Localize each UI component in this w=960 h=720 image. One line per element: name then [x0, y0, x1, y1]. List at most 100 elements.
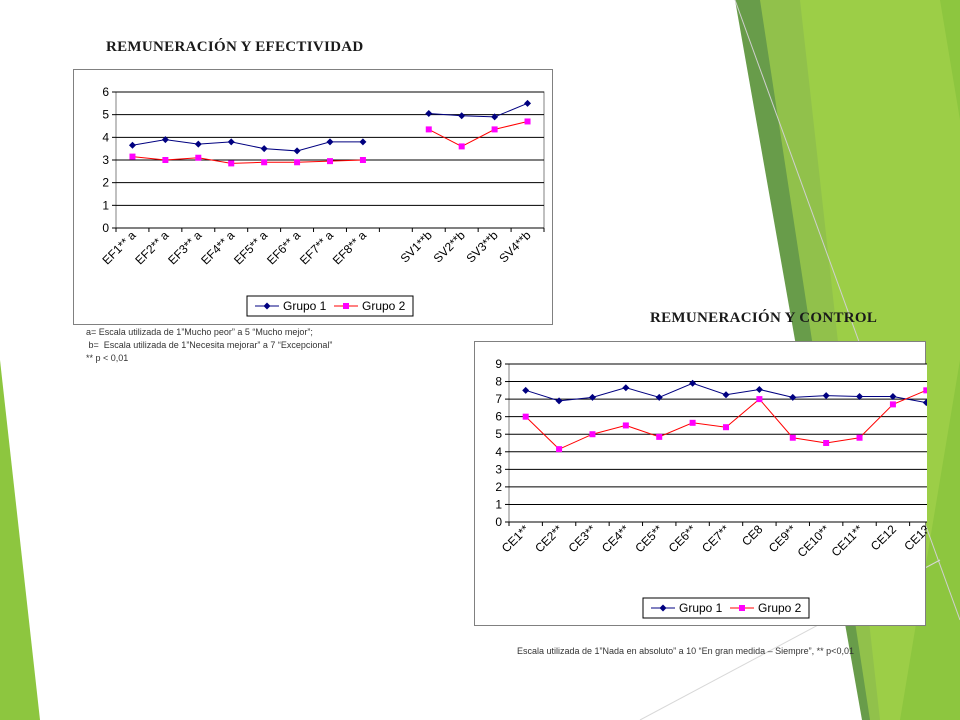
data-point-grupo-2 — [923, 387, 927, 394]
data-point-grupo-2 — [195, 154, 202, 161]
x-category-label: EF3** a — [165, 228, 204, 267]
x-category-label: CE3** — [566, 522, 599, 555]
data-point-grupo-1 — [722, 391, 730, 399]
data-point-grupo-2 — [327, 158, 333, 165]
data-point-grupo-2 — [359, 157, 366, 163]
series-line-1 — [428, 102, 528, 118]
data-point-grupo-2 — [589, 431, 596, 438]
note-left-line-2: b= Escala utilizada de 1”Necesita mejora… — [86, 340, 333, 350]
x-category-label: SV1**b — [398, 228, 435, 265]
y-tick-label: 4 — [102, 130, 109, 144]
legend-label-grupo-1: Grupo 1 — [679, 601, 723, 615]
x-category-label: EF6** a — [264, 228, 303, 267]
data-point-grupo-2 — [556, 446, 563, 453]
y-tick-label: 6 — [495, 410, 502, 424]
title-remuneracion-efectividad: REMUNERACIÓN Y EFECTIVIDAD — [106, 39, 364, 55]
y-tick-label: 4 — [495, 445, 502, 459]
x-category-label: CE6** — [666, 522, 699, 555]
data-point-grupo-1 — [555, 397, 563, 405]
legend-label-grupo-2: Grupo 2 — [758, 601, 802, 615]
x-category-label: CE11** — [829, 522, 866, 559]
chart-control: 0 1 2 3 4 5 6 7 8 9 CE1** CE2** CE3** CE4** CE5** CE6**… — [474, 341, 927, 626]
data-point-grupo-1 — [161, 136, 169, 144]
data-point-grupo-2 — [856, 434, 863, 441]
data-point-grupo-2 — [889, 401, 896, 408]
data-point-grupo-1 — [588, 393, 596, 401]
series-line-1 — [132, 139, 363, 152]
data-point-grupo-2 — [261, 159, 268, 166]
data-point-grupo-1 — [194, 140, 202, 148]
data-point-grupo-1 — [491, 113, 499, 121]
data-point-grupo-1 — [260, 145, 268, 153]
x-category-label: CE1** — [499, 522, 532, 555]
data-point-grupo-2 — [622, 422, 629, 429]
x-category-label: CE2** — [532, 522, 565, 555]
note-left-line-1: a= Escala utilizada de 1”Mucho peor” a 5… — [86, 327, 313, 337]
data-point-grupo-1 — [326, 138, 334, 146]
series-line-2 — [428, 120, 528, 147]
x-category-label: SV2**b — [431, 228, 468, 265]
note-left: a= Escala utilizada de 1”Mucho peor” a 5… — [86, 326, 332, 365]
data-point-grupo-2 — [756, 396, 763, 403]
y-tick-label: 6 — [102, 85, 109, 99]
x-category-label: CE4** — [599, 522, 632, 555]
y-tick-label: 3 — [102, 153, 109, 167]
legend-label-grupo-1: Grupo 1 — [283, 299, 327, 313]
y-tick-label: 1 — [102, 198, 109, 212]
x-category-label: EF5** a — [231, 228, 270, 267]
legend-box — [246, 295, 414, 317]
x-category-label: EF2** a — [132, 228, 171, 267]
data-point-grupo-2 — [823, 440, 830, 446]
data-point-grupo-1 — [689, 379, 697, 387]
title-remuneracion-control: REMUNERACIÓN Y CONTROL — [650, 310, 878, 326]
chart-control-svg: 0 1 2 3 4 5 6 7 8 9 CE1** CE2** CE3** CE4** CE5** CE6**… — [495, 357, 927, 619]
data-point-grupo-1 — [458, 112, 466, 120]
legend-marker-grupo-2 — [739, 605, 745, 611]
y-tick-label: 5 — [102, 108, 109, 122]
y-tick-label: 8 — [495, 375, 502, 389]
x-category-label: CE10** — [795, 522, 833, 560]
legend-marker-grupo-2 — [343, 303, 349, 309]
data-point-grupo-1 — [856, 392, 864, 400]
data-point-grupo-2 — [789, 434, 796, 441]
data-point-grupo-1 — [522, 386, 530, 394]
y-tick-label: 2 — [495, 480, 502, 494]
data-point-grupo-2 — [129, 153, 136, 160]
x-category-label: CE13 — [901, 522, 927, 553]
note-left-line-3: ** p < 0,01 — [86, 353, 129, 363]
x-category-label: SV3**b — [463, 228, 500, 265]
x-category-label: CE12 — [868, 522, 899, 553]
data-point-grupo-2 — [458, 143, 465, 150]
x-category-label: EF8** a — [330, 228, 369, 267]
data-point-grupo-2 — [689, 419, 696, 426]
data-point-grupo-2 — [524, 118, 531, 125]
data-point-grupo-2 — [491, 126, 498, 133]
series-line-2 — [132, 156, 363, 164]
y-tick-label: 3 — [495, 462, 502, 476]
legend-marker-grupo-1 — [659, 604, 667, 612]
y-tick-label: 0 — [102, 221, 109, 235]
x-category-label: EF7** a — [297, 228, 336, 267]
data-point-grupo-1 — [425, 110, 433, 118]
x-category-label: CE7** — [699, 522, 732, 555]
y-tick-label: 9 — [495, 357, 502, 371]
y-tick-label: 0 — [495, 515, 502, 529]
data-point-grupo-1 — [524, 99, 532, 107]
data-point-grupo-1 — [655, 393, 663, 401]
data-point-grupo-2 — [294, 159, 301, 166]
data-point-grupo-1 — [755, 385, 763, 393]
plot-area — [508, 363, 927, 523]
note-right: Escala utilizada de 1”Nada en absoluto” … — [517, 646, 854, 656]
data-point-grupo-1 — [822, 392, 830, 400]
data-point-grupo-1 — [789, 393, 797, 401]
data-point-grupo-1 — [922, 399, 927, 407]
data-point-grupo-2 — [228, 160, 235, 167]
legend-box — [642, 597, 810, 619]
legend-marker-grupo-1 — [263, 302, 271, 310]
data-point-grupo-2 — [162, 157, 169, 163]
y-tick-label: 5 — [495, 427, 502, 441]
data-point-grupo-1 — [359, 138, 367, 146]
data-point-grupo-2 — [425, 126, 432, 133]
legend-label-grupo-2: Grupo 2 — [362, 299, 406, 313]
